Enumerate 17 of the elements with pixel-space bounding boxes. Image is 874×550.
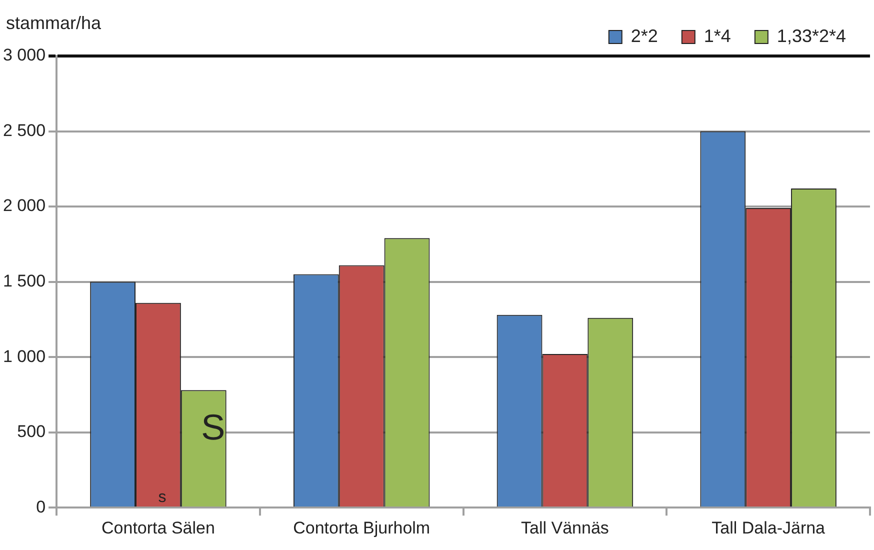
y-tick-label: 3 000 xyxy=(2,46,46,65)
y-axis-title: stammar/ha xyxy=(6,12,102,33)
y-tick-label: 1 500 xyxy=(2,271,46,290)
x-tick-label: Contorta Sälen xyxy=(102,518,215,538)
x-tick-label: Tall Vännäs xyxy=(521,518,609,538)
y-tick-label: 1 000 xyxy=(2,346,46,366)
y-tick-label: 0 xyxy=(36,497,46,516)
legend-label: 1*4 xyxy=(704,26,731,46)
annotation: s xyxy=(158,489,166,506)
y-tick-label: 500 xyxy=(17,422,46,442)
legend-label: 1,33*2*4 xyxy=(776,26,846,46)
y-tick-label: 2 500 xyxy=(2,120,46,140)
legend-label: 2*2 xyxy=(630,26,658,46)
annotation: S xyxy=(201,406,226,448)
x-tick-label: Tall Dala-Järna xyxy=(712,518,826,538)
y-tick-label: 2 000 xyxy=(2,196,46,216)
x-tick-label: Contorta Bjurholm xyxy=(293,518,430,538)
